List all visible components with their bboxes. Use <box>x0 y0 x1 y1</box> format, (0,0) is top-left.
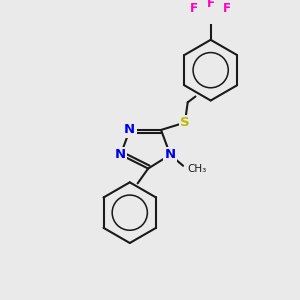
Text: F: F <box>207 0 215 10</box>
Text: N: N <box>165 148 176 161</box>
Text: F: F <box>223 2 231 15</box>
Text: CH₃: CH₃ <box>188 164 207 173</box>
Text: F: F <box>190 2 198 15</box>
Text: N: N <box>115 148 126 161</box>
Text: S: S <box>180 116 190 129</box>
Text: N: N <box>124 123 135 136</box>
